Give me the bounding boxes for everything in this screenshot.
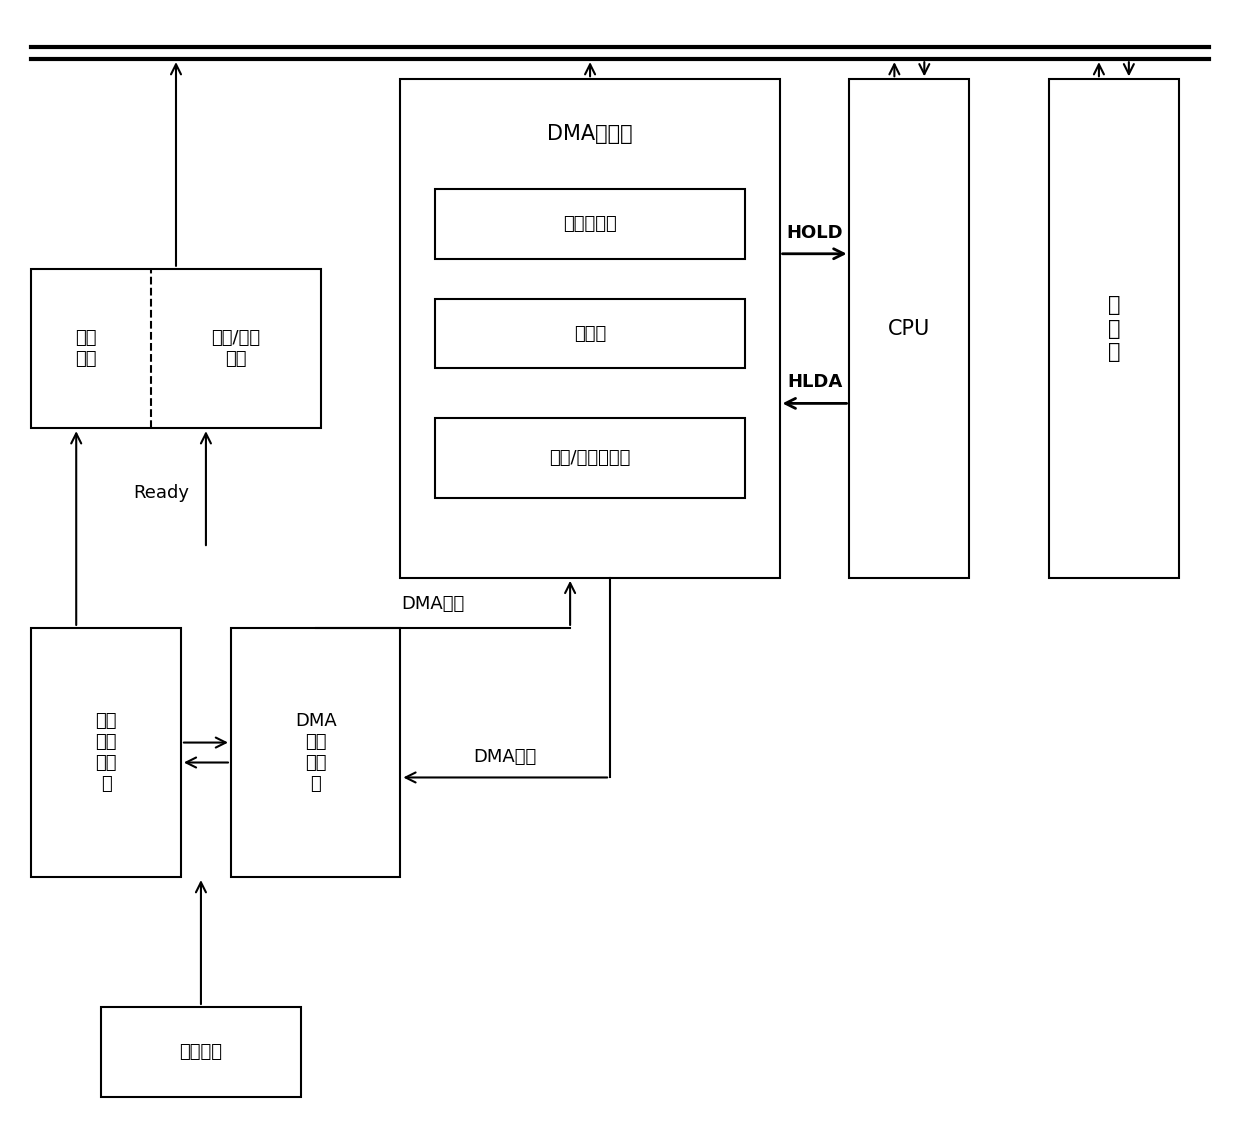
Text: 控制/状态寄存器: 控制/状态寄存器 [549, 449, 631, 467]
FancyBboxPatch shape [435, 418, 745, 499]
Text: Ready: Ready [133, 484, 190, 502]
FancyBboxPatch shape [230, 628, 400, 878]
Text: HLDA: HLDA [787, 373, 843, 391]
FancyBboxPatch shape [31, 268, 321, 429]
Text: 地址寄存器: 地址寄存器 [564, 214, 617, 232]
FancyBboxPatch shape [435, 188, 745, 258]
Text: 数据
缓冲
寄存
器: 数据 缓冲 寄存 器 [95, 713, 116, 793]
FancyBboxPatch shape [102, 1007, 301, 1096]
Text: DMA控制器: DMA控制器 [548, 124, 633, 144]
FancyBboxPatch shape [400, 79, 779, 578]
FancyBboxPatch shape [31, 628, 181, 878]
Text: DMA响应: DMA响应 [473, 748, 536, 766]
Text: DMA请求: DMA请求 [401, 594, 465, 613]
Text: CPU: CPU [888, 318, 930, 338]
Text: HOLD: HOLD [787, 223, 843, 241]
Text: 状态/控制
端口: 状态/控制 端口 [212, 329, 260, 368]
FancyBboxPatch shape [1049, 79, 1178, 578]
Text: 存
储
器: 存 储 器 [1108, 296, 1120, 362]
FancyBboxPatch shape [850, 79, 969, 578]
Text: DMA
请求
触发
器: DMA 请求 触发 器 [295, 713, 337, 793]
Text: 计数器: 计数器 [574, 325, 606, 343]
Text: 输入设备: 输入设备 [180, 1042, 223, 1060]
Text: 数据
端口: 数据 端口 [76, 329, 97, 368]
FancyBboxPatch shape [435, 299, 745, 369]
